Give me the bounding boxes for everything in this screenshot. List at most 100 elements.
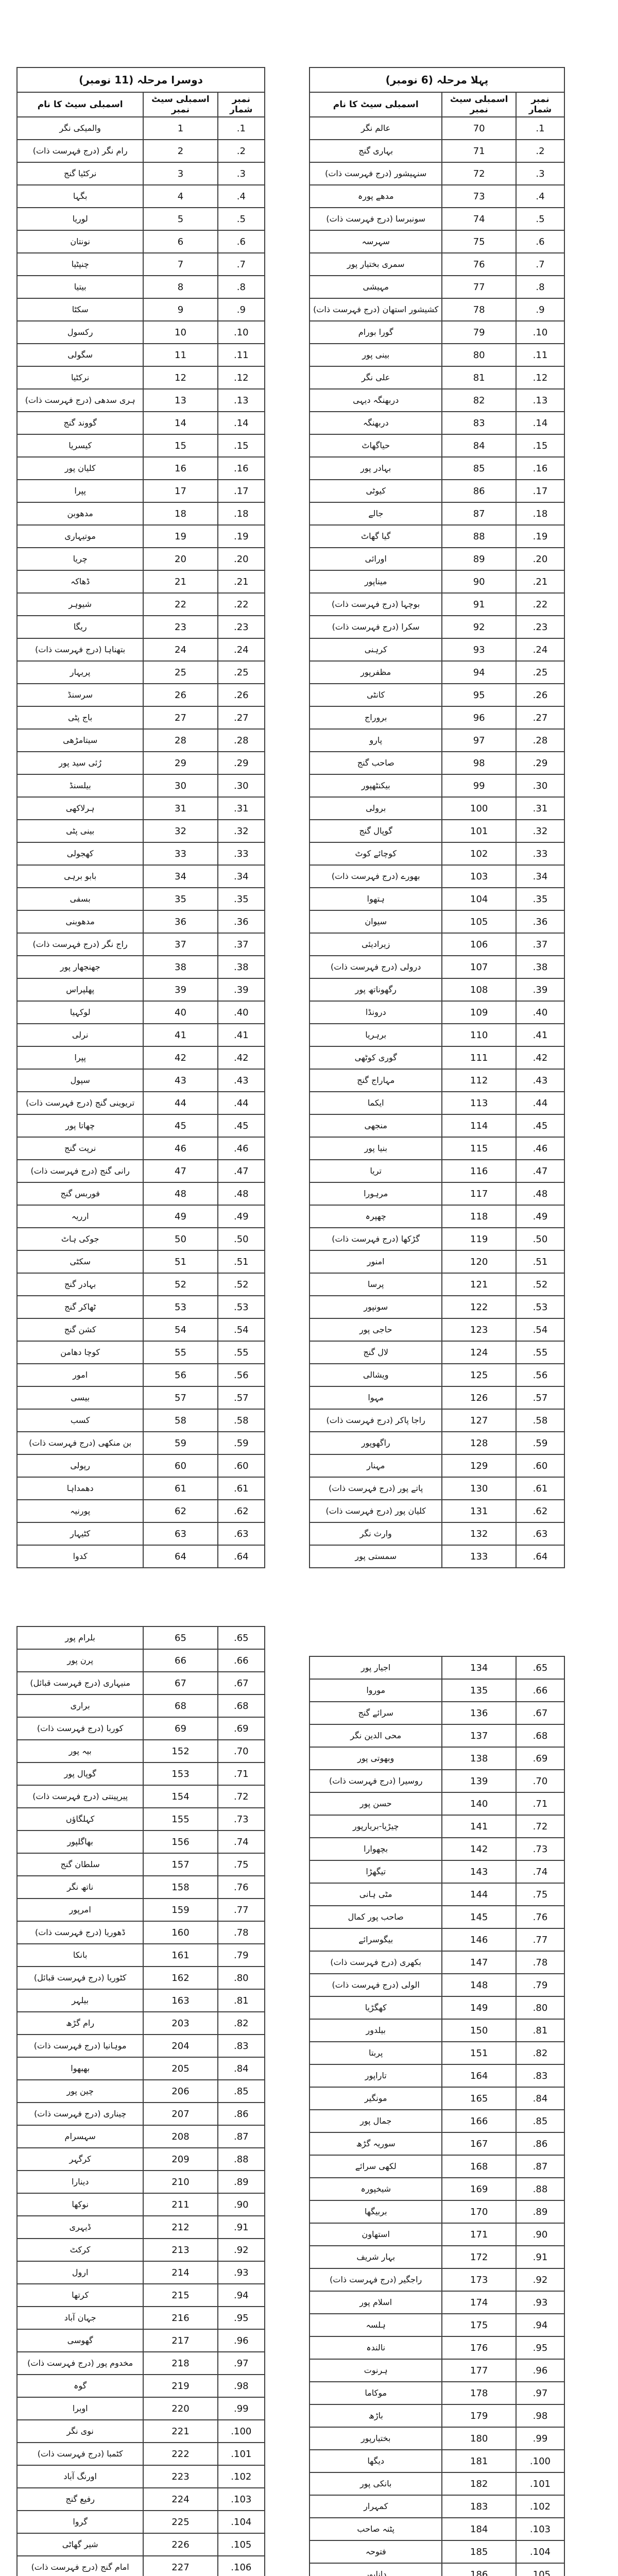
table-row: 58. 127 راجا پاکر (درج فہرست ذات) [308,1409,565,1432]
seat-number-cell: 102 [441,842,517,866]
seat-name-cell: بھورے (درج فہرست ذات) [308,865,443,888]
seat-number-cell: 144 [441,1883,517,1906]
seat-name-cell: جھنجھار پور [16,955,144,979]
serial-number-cell: 88. [515,2177,565,2201]
table-row: 59. 128 راگھوپور [308,1431,565,1455]
serial-number-cell: 104. [217,2510,266,2534]
table-row: 34. 34 بابو برہی [16,865,266,888]
seat-name-cell: گڑکھا (درج فہرست ذات) [308,1227,443,1251]
table-row: 75. 157 سلطان گنج [16,1853,266,1876]
table-row: 50. 119 گڑکھا (درج فہرست ذات) [308,1227,565,1251]
seat-name-cell: موکاما [308,2381,443,2405]
table-row: 81. 150 بیلدور [308,2019,565,2042]
seat-number-cell: 225 [143,2510,218,2534]
seat-number-cell: 66 [143,1649,218,1672]
seat-number-cell: 186 [441,2563,517,2576]
seat-name-cell: پاتے پور (درج فہرست ذات) [308,1477,443,1500]
table-row: 33. 33 کھجولی [16,842,266,866]
serial-number-cell: 100. [515,2449,565,2473]
serial-number-cell: 64. [515,1545,565,1568]
serial-number-cell: 67. [217,1671,266,1695]
table-row: 51. 51 سکٹی [16,1250,266,1274]
seat-number-cell: 29 [143,751,218,775]
table-row: 35. 35 بسفی [16,887,266,911]
seat-name-cell: کٹوریا (درج فہرست قبائل) [16,1966,144,1990]
table-row: 73. 142 بچھوارا [308,1837,565,1861]
seat-number-cell: 92 [441,615,517,639]
seat-name-cell: پربتا [308,2041,443,2065]
table-row: 65. 65 بلرام پور [16,1626,266,1650]
seat-name-cell: بکھری (درج فہرست ذات) [308,1951,443,1974]
table-row: 18. 18 مدھوبن [16,502,266,526]
table-row: 98. 219 گوہ [16,2374,266,2398]
seat-number-cell: 78 [441,298,517,321]
serial-number-cell: 26. [515,683,565,707]
table-row: 22. 22 شیوہر [16,592,266,616]
serial-number-cell: 52. [515,1273,565,1296]
seat-name-cell: پپرا [16,479,144,503]
seat-name-cell: رفیع گنج [16,2487,144,2511]
seat-number-cell: 178 [441,2381,517,2405]
table-row: 68. 68 براری [16,1694,266,1718]
table-row: 28. 28 سیتامڑھی [16,728,266,752]
seat-name-cell: بینی پٹی [16,819,144,843]
table-row: 31. 100 برولی [308,796,565,820]
serial-number-cell: 103. [515,2517,565,2541]
serial-number-cell: 55. [217,1341,266,1364]
serial-number-cell: 27. [217,706,266,730]
table-row: 16. 85 بہادر پور [308,456,565,480]
table-row: 61. 130 پاتے پور (درج فہرست ذات) [308,1477,565,1500]
seat-number-cell: 89 [441,547,517,571]
seat-name-cell: ایکما [308,1091,443,1115]
seat-number-cell: 164 [441,2064,517,2088]
table-row: 66. 135 موروا [308,1679,565,1702]
serial-number-cell: 58. [515,1409,565,1432]
seat-name-cell: ارریہ [16,1205,144,1228]
table-row: 70. 139 روسیرا (درج فہرست ذات) [308,1769,565,1793]
seat-name-cell: نالندہ [308,2336,443,2360]
seat-name-cell: اجیار پور [308,1656,443,1680]
seat-number-cell: 26 [143,683,218,707]
seat-number-cell: 111 [441,1046,517,1070]
serial-number-cell: 100. [217,2419,266,2443]
serial-number-cell: 1. [515,116,565,140]
seat-number-cell: 217 [143,2329,218,2352]
table-row: 81. 163 بیلہر [16,1989,266,2012]
serial-number-cell: 15. [217,434,266,457]
seat-number-cell: 122 [441,1295,517,1319]
phase2-column: دوسرا مرحلہ (11 نومبر) نمبر شمار اسمبلی … [16,67,266,2576]
table-row: 8. 8 بیتیا [16,275,266,299]
table-row: 63. 132 وارث نگر [308,1522,565,1546]
serial-number-cell: 47. [515,1159,565,1183]
serial-number-cell: 55. [515,1341,565,1364]
seat-number-cell: 82 [441,388,517,412]
serial-number-cell: 71. [217,1762,266,1786]
seat-number-cell: 208 [143,2125,218,2148]
seat-name-cell: چین پور [16,2079,144,2103]
table-row: 9. 78 کشیشور استھان (درج فہرست ذات) [308,298,565,321]
seat-number-cell: 148 [441,1973,517,1997]
seat-number-cell: 119 [441,1227,517,1251]
serial-number-cell: 10. [217,320,266,344]
seat-number-cell: 175 [441,2313,517,2337]
seat-number-cell: 162 [143,1966,218,1990]
serial-number-cell: 38. [217,955,266,979]
serial-number-cell: 53. [217,1295,266,1319]
table-row: 59. 59 بن منکھی (درج فہرست ذات) [16,1431,266,1455]
seat-number-cell: 153 [143,1762,218,1786]
serial-number-cell: 43. [515,1069,565,1092]
seat-number-cell: 221 [143,2419,218,2443]
seat-number-cell: 25 [143,660,218,684]
serial-number-cell: 56. [217,1363,266,1387]
serial-number-cell: 35. [515,887,565,911]
table-row: 94. 175 ہلسہ [308,2313,565,2337]
seat-number-cell: 114 [441,1114,517,1138]
table-row: 44. 44 تریوینی گنج (درج فہرست ذات) [16,1091,266,1115]
seat-number-cell: 60 [143,1454,218,1478]
seat-name-cell: وارث نگر [308,1522,443,1546]
seat-number-cell: 79 [441,320,517,344]
seat-number-cell: 137 [441,1724,517,1748]
serial-number-cell: 24. [515,638,565,662]
seat-name-cell: بلرام پور [16,1626,144,1650]
seat-name-cell: لال گنج [308,1341,443,1364]
